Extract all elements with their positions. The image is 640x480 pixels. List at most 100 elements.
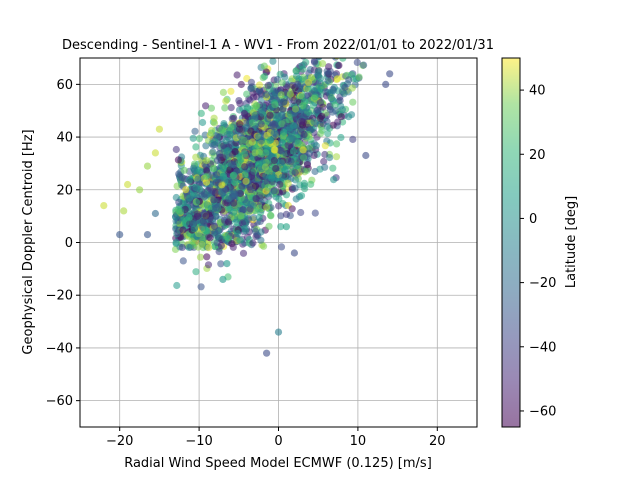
scatter-point: [307, 74, 315, 82]
scatter-point: [200, 226, 209, 234]
scatter-point: [236, 236, 244, 244]
scatter-point: [172, 239, 180, 247]
scatter-point: [155, 125, 163, 133]
scatter-point: [178, 243, 186, 251]
scatter-point: [335, 61, 343, 69]
colorbar-gradient: [502, 58, 520, 427]
scatter-point: [291, 105, 300, 113]
scatter-point: [333, 75, 341, 83]
scatter-point: [257, 228, 265, 236]
scatter-point: [221, 104, 229, 112]
scatter-point: [298, 93, 306, 101]
scatter-point: [219, 165, 227, 173]
scatter-point: [257, 120, 265, 128]
scatter-point: [326, 89, 334, 97]
scatter-point: [246, 96, 254, 104]
scatter-point: [189, 220, 197, 228]
scatter-point: [332, 19, 339, 26]
y-tick-label: 60: [56, 78, 73, 93]
scatter-point: [278, 120, 286, 128]
y-axis-ticks: −60 −40 −20 0 20 40 60: [46, 78, 80, 409]
scatter-point: [236, 120, 244, 128]
scatter-point: [327, 95, 335, 103]
scatter-point: [311, 209, 319, 217]
scatter-point: [354, 7, 361, 14]
scatter-point: [291, 169, 299, 177]
scatter-point: [341, 83, 349, 91]
scatter-point: [303, 166, 311, 174]
scatter-point: [315, 58, 322, 60]
scatter-point: [202, 178, 211, 186]
scatter-point: [270, 129, 279, 137]
scatter-point: [319, 60, 327, 68]
scatter-point: [248, 119, 257, 127]
scatter-point: [204, 261, 213, 269]
scatter-point: [299, 102, 307, 110]
scatter-point: [260, 62, 268, 70]
scatter-point: [357, 15, 364, 22]
scatter-point: [243, 90, 251, 98]
scatter-point: [226, 166, 234, 174]
scatter-point: [270, 156, 278, 165]
scatter-point: [151, 149, 159, 157]
scatter-point: [230, 171, 238, 179]
scatter-point: [312, 142, 320, 150]
scatter-point: [300, 179, 308, 187]
scatter-point: [243, 198, 251, 206]
scatter-point: [219, 275, 227, 283]
scatter-point: [230, 208, 238, 216]
scatter-point: [237, 212, 245, 220]
scatter-point: [270, 123, 278, 131]
scatter-point: [251, 227, 260, 236]
scatter-point: [323, 123, 331, 131]
scatter-point: [241, 163, 249, 171]
scatter-point: [186, 194, 194, 202]
scatter-point: [192, 198, 201, 206]
scatter-point: [294, 26, 301, 33]
scatter-point: [297, 208, 305, 217]
scatter-point: [212, 178, 220, 187]
scatter-point: [222, 97, 230, 105]
scatter-point: [228, 115, 236, 123]
scatter-point: [257, 137, 265, 145]
scatter-point: [143, 231, 152, 239]
scatter-point: [304, 3, 311, 10]
scatter-point: [333, 140, 341, 148]
scatter-point: [211, 222, 219, 230]
scatter-point: [225, 195, 233, 203]
scatter-point: [210, 196, 218, 204]
scatter-point: [151, 209, 159, 218]
scatter-point: [310, 58, 319, 66]
scatter-point: [281, 166, 289, 174]
scatter-point: [240, 136, 248, 144]
scatter-point: [202, 173, 210, 181]
scatter-point: [252, 102, 260, 110]
chart-title: Descending - Sentinel-1 A - WV1 - From 2…: [62, 38, 494, 53]
scatter-point: [136, 186, 144, 194]
scatter-point: [269, 58, 277, 65]
scatter-point: [209, 148, 217, 156]
y-tick-label: 40: [56, 131, 73, 146]
scatter-point: [316, 129, 325, 138]
colorbar-tick-label: −60: [529, 404, 556, 419]
x-axis-ticks: −20 −10 0 10 20: [106, 427, 446, 449]
scatter-point: [345, 113, 353, 121]
scatter-point: [349, 98, 357, 106]
scatter-point: [185, 176, 193, 184]
scatter-point: [252, 195, 260, 203]
scatter-point: [271, 146, 279, 154]
scatter-point: [230, 199, 238, 207]
scatter-point: [228, 240, 236, 248]
scatter-point: [198, 240, 206, 248]
scatter-point: [314, 68, 322, 76]
scatter-point: [362, 151, 370, 160]
scatter-point: [182, 219, 190, 227]
scatter-point: [174, 206, 182, 214]
scatter-point: [242, 227, 250, 235]
scatter-point: [192, 183, 200, 191]
scatter-point: [301, 185, 309, 193]
scatter-point: [179, 226, 187, 234]
colorbar-label: Latitude [deg]: [564, 196, 579, 288]
scatter-point: [299, 146, 307, 154]
